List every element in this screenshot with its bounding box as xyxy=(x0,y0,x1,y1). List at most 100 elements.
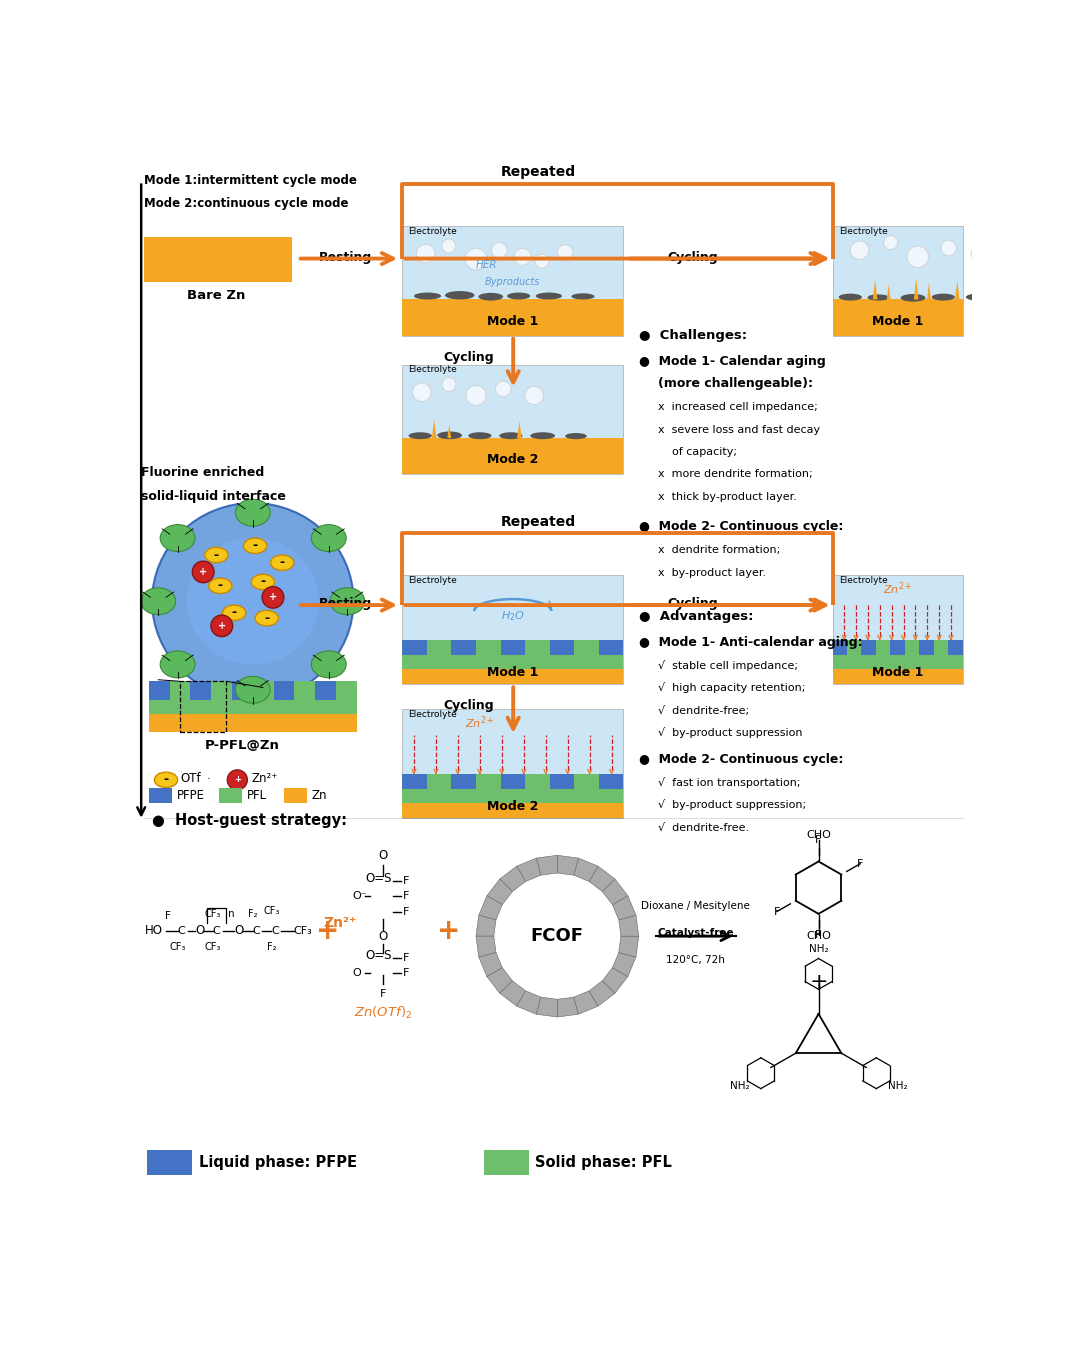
Text: Electrolyte: Electrolyte xyxy=(839,576,888,584)
Text: Mode 1: Mode 1 xyxy=(487,666,539,678)
Text: O⁻: O⁻ xyxy=(352,892,366,901)
Text: +: + xyxy=(809,972,828,992)
Text: Mode 2: Mode 2 xyxy=(487,453,539,466)
Text: Solid phase: PFL: Solid phase: PFL xyxy=(535,1155,672,1170)
Circle shape xyxy=(514,249,531,265)
Text: Cycling: Cycling xyxy=(443,351,494,364)
Text: Electrolyte: Electrolyte xyxy=(408,576,457,584)
Bar xyxy=(598,640,623,655)
Circle shape xyxy=(262,587,284,607)
Text: F₂: F₂ xyxy=(267,942,276,953)
Text: F: F xyxy=(403,953,408,962)
Text: NH₂: NH₂ xyxy=(888,1080,907,1090)
Text: x  thick by-product layer.: x thick by-product layer. xyxy=(658,492,797,501)
Text: O=S: O=S xyxy=(365,949,392,962)
Ellipse shape xyxy=(445,291,474,299)
Polygon shape xyxy=(487,968,512,993)
Circle shape xyxy=(211,616,232,636)
Bar xyxy=(170,681,190,700)
Bar xyxy=(147,1150,191,1176)
Text: $Zn^{2+}$: $Zn^{2+}$ xyxy=(882,580,913,597)
Bar xyxy=(948,640,962,655)
Circle shape xyxy=(442,239,456,253)
Bar xyxy=(403,788,623,803)
Polygon shape xyxy=(873,280,877,299)
Text: O: O xyxy=(378,930,388,943)
Text: -: - xyxy=(260,575,266,588)
Text: F: F xyxy=(403,875,408,886)
Text: CF₃: CF₃ xyxy=(204,909,220,919)
Polygon shape xyxy=(447,424,451,438)
Polygon shape xyxy=(612,896,636,920)
Bar xyxy=(598,773,623,788)
Ellipse shape xyxy=(414,292,441,299)
Text: n: n xyxy=(228,909,234,919)
Text: F: F xyxy=(403,968,408,978)
Text: Byproducts: Byproducts xyxy=(485,277,541,287)
Text: CF₃: CF₃ xyxy=(294,925,312,936)
Text: F: F xyxy=(165,912,172,921)
Text: F: F xyxy=(403,906,408,916)
Text: Resting: Resting xyxy=(320,251,373,264)
Circle shape xyxy=(941,241,957,255)
Text: Liquid phase: PFPE: Liquid phase: PFPE xyxy=(199,1155,356,1170)
Bar xyxy=(550,640,575,655)
Polygon shape xyxy=(991,284,996,299)
Text: F: F xyxy=(815,931,822,940)
Ellipse shape xyxy=(536,292,562,299)
Text: Mode 1: Mode 1 xyxy=(872,666,923,678)
Text: C: C xyxy=(213,925,220,936)
Text: ●  Mode 2- Continuous cycle:: ● Mode 2- Continuous cycle: xyxy=(638,753,843,766)
Text: $Zn^{2+}$: $Zn^{2+}$ xyxy=(464,715,495,731)
Bar xyxy=(833,299,962,336)
Bar xyxy=(403,803,623,818)
Circle shape xyxy=(416,245,435,262)
Bar xyxy=(232,681,253,700)
Polygon shape xyxy=(573,991,598,1014)
Ellipse shape xyxy=(901,294,926,302)
Circle shape xyxy=(442,378,456,391)
Text: CF₃: CF₃ xyxy=(264,906,280,916)
Text: ●  Mode 2- Continuous cycle:: ● Mode 2- Continuous cycle: xyxy=(638,519,843,533)
Text: Fluorine enriched: Fluorine enriched xyxy=(141,466,265,480)
Bar xyxy=(862,640,876,655)
Text: Repeated: Repeated xyxy=(500,515,576,529)
Bar xyxy=(295,681,315,700)
Bar xyxy=(149,713,356,733)
Ellipse shape xyxy=(235,677,270,703)
Text: ·: · xyxy=(206,775,210,784)
Text: CHO: CHO xyxy=(806,931,831,940)
Circle shape xyxy=(227,769,247,790)
Bar xyxy=(253,681,273,700)
Text: NH₂: NH₂ xyxy=(809,945,828,954)
Text: x  by-product layer.: x by-product layer. xyxy=(658,568,766,578)
Circle shape xyxy=(496,381,511,397)
Ellipse shape xyxy=(187,538,319,665)
Text: -: - xyxy=(218,579,222,593)
Bar xyxy=(190,681,212,700)
Text: (more challengeable):: (more challengeable): xyxy=(658,378,813,390)
Text: √  stable cell impedance;: √ stable cell impedance; xyxy=(658,660,798,671)
Polygon shape xyxy=(476,915,496,936)
Ellipse shape xyxy=(966,294,990,300)
Text: F₂: F₂ xyxy=(248,909,257,919)
Text: F: F xyxy=(773,906,780,916)
Bar xyxy=(500,640,525,655)
Polygon shape xyxy=(612,953,636,977)
Bar xyxy=(833,575,962,685)
Circle shape xyxy=(465,386,486,405)
Circle shape xyxy=(971,245,988,262)
Text: Electrolyte: Electrolyte xyxy=(408,227,457,236)
Text: F: F xyxy=(815,834,822,845)
Circle shape xyxy=(465,249,487,270)
Text: x  severe loss and fast decay: x severe loss and fast decay xyxy=(658,424,820,435)
Ellipse shape xyxy=(160,651,195,678)
Bar xyxy=(149,788,172,803)
Circle shape xyxy=(525,386,543,405)
Text: Bare Zn: Bare Zn xyxy=(187,289,245,302)
Text: Mode 1:intermittent cycle mode: Mode 1:intermittent cycle mode xyxy=(145,174,357,188)
Text: F: F xyxy=(403,892,408,901)
Ellipse shape xyxy=(160,525,195,552)
Text: P-PFL@Zn: P-PFL@Zn xyxy=(204,739,280,752)
Text: ●  Challenges:: ● Challenges: xyxy=(638,329,747,342)
